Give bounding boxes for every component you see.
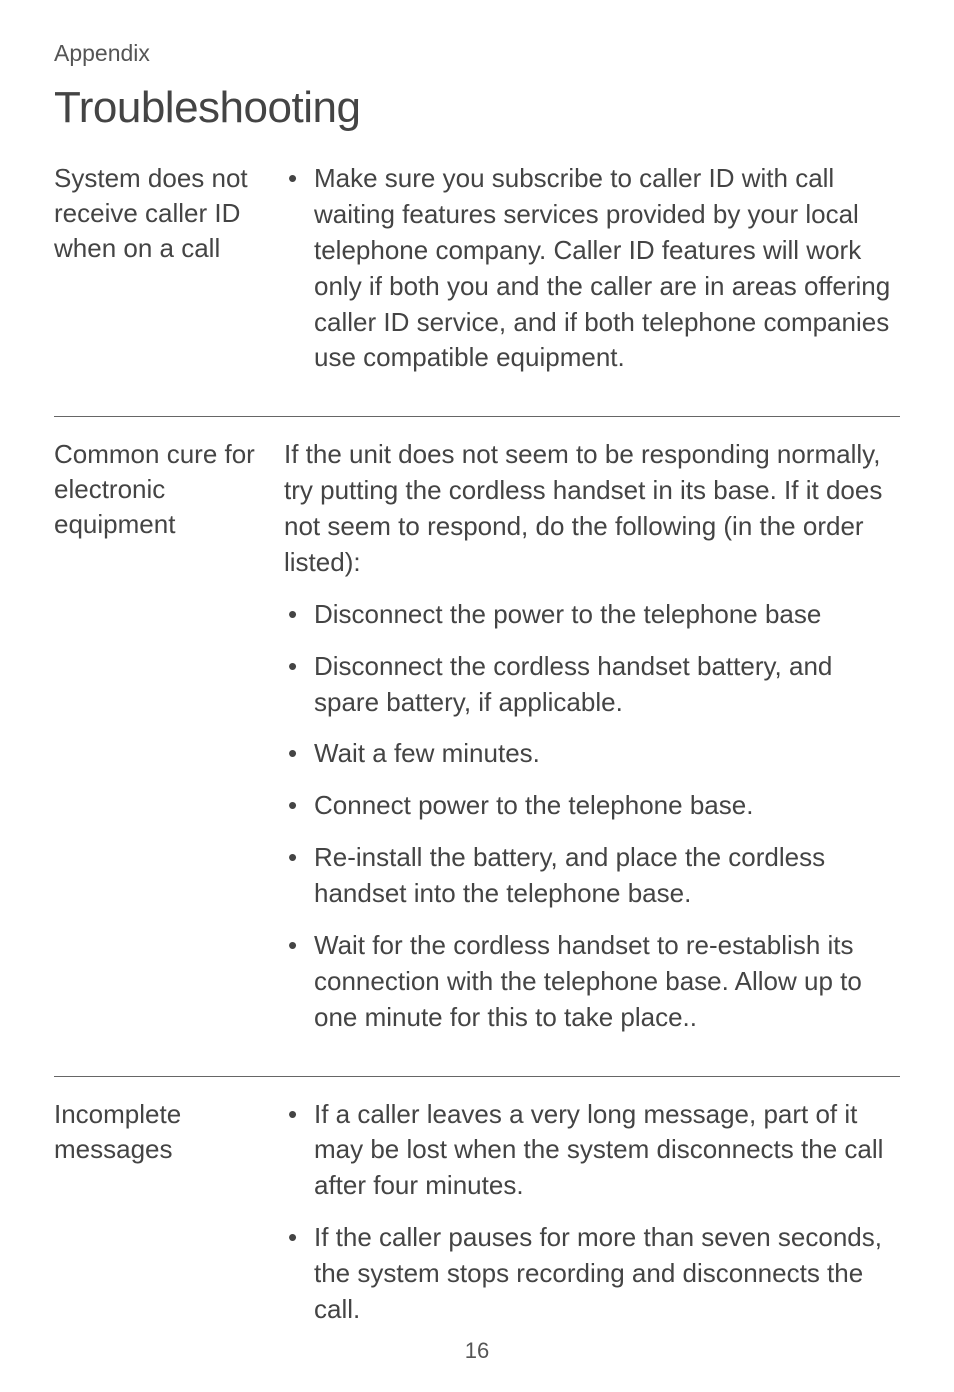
section-heading: System does not receive caller ID when o… bbox=[54, 161, 284, 266]
list-item: Make sure you subscribe to caller ID wit… bbox=[284, 161, 900, 376]
bullet-list: Disconnect the power to the telephone ba… bbox=[284, 597, 900, 1036]
troubleshoot-section-common-cure: Common cure for electronic equipment If … bbox=[54, 437, 900, 1069]
section-heading: Common cure for electronic equipment bbox=[54, 437, 284, 542]
troubleshoot-section-caller-id: System does not receive caller ID when o… bbox=[54, 161, 900, 410]
section-intro: If the unit does not seem to be respondi… bbox=[284, 437, 900, 581]
list-item: If the caller pauses for more than seven… bbox=[284, 1220, 900, 1328]
troubleshoot-section-incomplete: Incomplete messages If a caller leaves a… bbox=[54, 1097, 900, 1362]
divider bbox=[54, 1076, 900, 1077]
section-heading: Incomplete messages bbox=[54, 1097, 284, 1167]
page-title: Troubleshooting bbox=[54, 83, 900, 133]
list-item: Connect power to the telephone base. bbox=[284, 788, 900, 824]
list-item: Wait a few minutes. bbox=[284, 736, 900, 772]
bullet-list: If a caller leaves a very long message, … bbox=[284, 1097, 900, 1328]
list-item: If a caller leaves a very long message, … bbox=[284, 1097, 900, 1205]
bullet-list: Make sure you subscribe to caller ID wit… bbox=[284, 161, 900, 376]
page-number: 16 bbox=[0, 1338, 954, 1364]
list-item: Disconnect the power to the telephone ba… bbox=[284, 597, 900, 633]
section-label: Appendix bbox=[54, 40, 900, 67]
divider bbox=[54, 416, 900, 417]
list-item: Re-install the battery, and place the co… bbox=[284, 840, 900, 912]
list-item: Disconnect the cordless handset battery,… bbox=[284, 649, 900, 721]
list-item: Wait for the cordless handset to re-esta… bbox=[284, 928, 900, 1036]
